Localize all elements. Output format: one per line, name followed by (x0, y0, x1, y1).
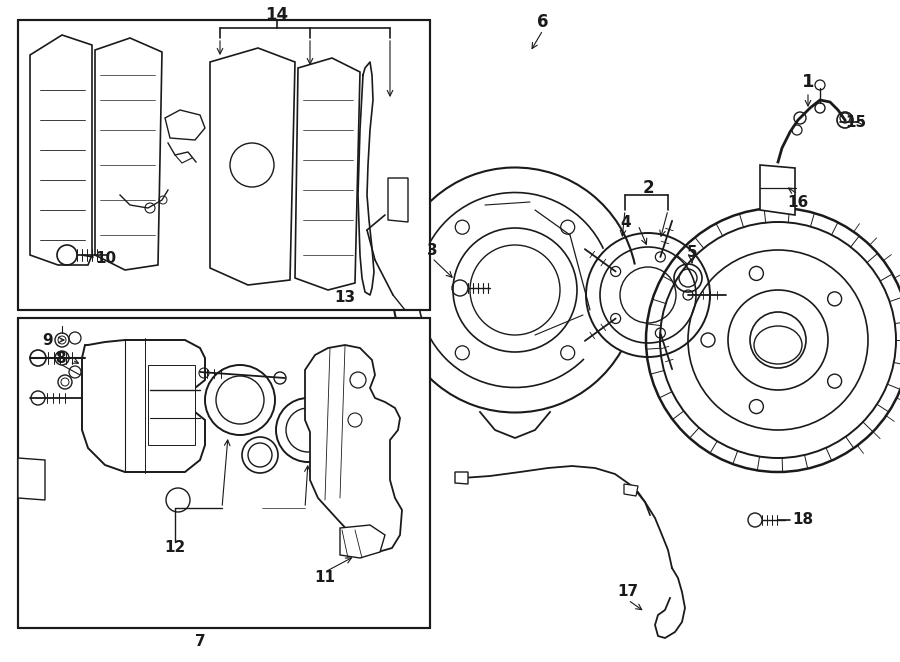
Polygon shape (82, 340, 205, 472)
Polygon shape (305, 345, 402, 552)
Polygon shape (760, 165, 795, 215)
Text: 15: 15 (845, 115, 866, 130)
Polygon shape (165, 110, 205, 140)
Text: 11: 11 (314, 571, 336, 585)
Text: 8: 8 (55, 350, 66, 365)
Text: 16: 16 (788, 195, 808, 209)
Text: 17: 17 (617, 585, 639, 600)
Text: 2: 2 (643, 179, 653, 197)
Text: 14: 14 (266, 6, 289, 24)
Polygon shape (18, 318, 430, 628)
Polygon shape (148, 365, 195, 445)
Polygon shape (295, 58, 360, 290)
Polygon shape (624, 484, 638, 496)
Text: 3: 3 (427, 242, 437, 258)
Text: 9: 9 (42, 332, 53, 348)
Text: 12: 12 (165, 540, 185, 555)
Polygon shape (210, 48, 295, 285)
Text: 4: 4 (621, 214, 631, 230)
Text: 5: 5 (687, 244, 698, 260)
Text: 1: 1 (802, 73, 814, 91)
Polygon shape (340, 525, 385, 558)
Text: 18: 18 (792, 512, 813, 528)
Polygon shape (388, 178, 408, 222)
Polygon shape (455, 472, 468, 484)
Polygon shape (30, 35, 92, 265)
Polygon shape (95, 38, 162, 270)
Polygon shape (18, 458, 45, 500)
Polygon shape (18, 20, 430, 310)
Text: 7: 7 (194, 634, 205, 649)
Text: 13: 13 (335, 289, 356, 305)
Text: 10: 10 (95, 250, 116, 265)
Text: 6: 6 (537, 13, 549, 31)
